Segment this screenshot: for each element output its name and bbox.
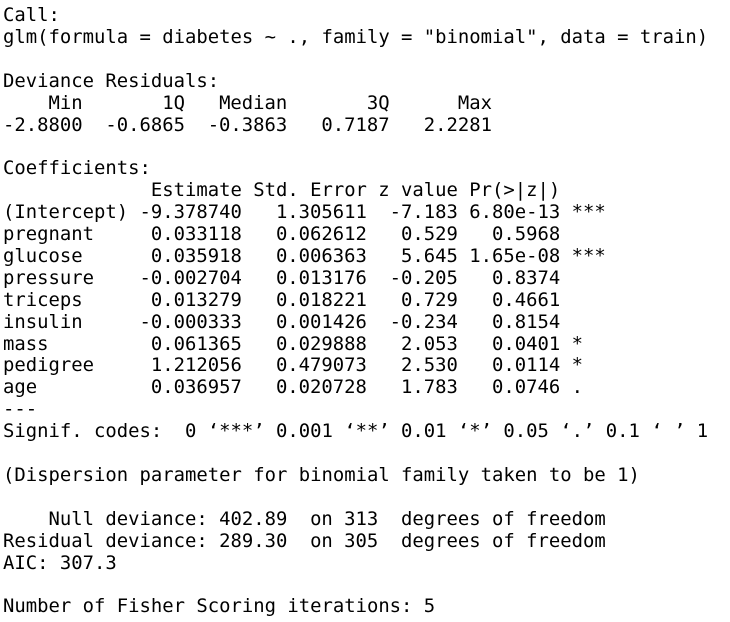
coefficient-cell: 2.530 [401, 354, 458, 377]
significance-stars: *** [571, 244, 606, 267]
coefficient-cell: -0.205 [389, 266, 458, 289]
residual-header: 3Q [366, 91, 390, 114]
iterations: Number of Fisher Scoring iterations: 5 [3, 595, 436, 618]
term-name: mass [3, 332, 49, 355]
residual-header: Max [457, 91, 493, 114]
coefficient-cell: 0.013279 [150, 288, 242, 311]
coefficient-cell: 6.80e-13 [469, 201, 561, 224]
coefficient-cell: 0.001426 [275, 310, 367, 333]
residual-value: 0.7187 [321, 113, 390, 136]
term-name: (Intercept) [3, 201, 129, 224]
coefficient-cell: 0.0114 [492, 354, 561, 377]
coefficient-cell: 1.212056 [150, 354, 242, 377]
term-name: pressure [3, 266, 94, 289]
coefficient-cell: 0.018221 [275, 288, 367, 311]
coefficient-cell: 5.645 [401, 244, 458, 267]
residual-header: Min [48, 91, 83, 114]
term-name: glucose [3, 244, 83, 267]
residual-header: Median [219, 91, 288, 114]
term-name: age [3, 376, 38, 399]
term-name: pregnant [3, 223, 94, 245]
column-header: Std. Error [253, 179, 367, 202]
dispersion: (Dispersion parameter for binomial famil… [3, 463, 640, 486]
coefficient-cell: 0.036957 [150, 376, 242, 399]
residual-header: 1Q [162, 91, 185, 114]
significance-stars: * [571, 354, 584, 377]
significance-stars: *** [571, 201, 606, 224]
deviance-label: Null deviance: [48, 507, 208, 530]
coefficient-cell: 0.5968 [492, 223, 561, 245]
deviance-label: Residual deviance: [2, 529, 208, 552]
column-header: Estimate [150, 179, 242, 202]
coefficient-cell: -0.002704 [139, 266, 242, 289]
coefficient-cell: 0.035918 [150, 244, 242, 267]
significance-stars: . [571, 376, 584, 399]
residual-value: 2.2281 [423, 113, 493, 136]
coefficients-title: Coefficients: [3, 157, 151, 180]
term-name: pedigree [3, 354, 94, 377]
coefficient-cell: 0.013176 [275, 266, 367, 289]
coefficient-cell: 0.029888 [275, 332, 367, 355]
signif-codes: Signif. codes: 0 ‘***’ 0.001 ‘**’ 0.01 ‘… [3, 420, 709, 443]
residual-value: -0.6865 [105, 113, 185, 136]
coefficient-cell: 2.053 [401, 332, 458, 355]
coefficient-cell: 0.0746 [492, 376, 561, 399]
residuals-title: Deviance Residuals: [3, 69, 220, 92]
significance-stars: * [571, 332, 584, 355]
coefficient-cell: 0.4661 [492, 288, 561, 311]
coefficient-cell: 0.729 [401, 288, 458, 311]
coefficient-cell: 0.062612 [275, 223, 367, 245]
coefficient-cell: -9.378740 [139, 201, 242, 224]
coefficient-cell: 0.006363 [275, 244, 367, 267]
coefficient-cell: 0.033118 [150, 223, 242, 245]
coefficient-cell: 0.0401 [492, 332, 561, 355]
coefficient-cell: 0.061365 [150, 332, 242, 355]
coefficient-cell: -0.000333 [139, 310, 242, 333]
residual-value: -2.8800 [2, 113, 83, 136]
coefficient-cell: 0.529 [401, 223, 458, 245]
coefficient-cell: 0.8374 [492, 266, 561, 289]
coefficient-cell: 1.305611 [275, 201, 367, 224]
aic: AIC: 307.3 [3, 551, 117, 574]
coefficient-cell: 1.783 [401, 376, 458, 399]
coefficient-cell: -7.183 [389, 201, 458, 224]
term-name: triceps [3, 288, 83, 311]
deviance-text: 402.89 on 313 degrees of freedom [219, 507, 606, 530]
coefficient-cell: -0.234 [389, 310, 458, 333]
residual-value: -0.3863 [207, 113, 288, 136]
coefficient-cell: 0.020728 [275, 376, 367, 399]
term-name: insulin [3, 310, 83, 333]
coefficient-cell: 0.479073 [275, 354, 367, 377]
deviance-text: 289.30 on 305 degrees of freedom [219, 529, 606, 552]
call-label: Call: [3, 4, 60, 26]
separator: --- [3, 398, 38, 421]
coefficient-cell: 1.65e-08 [469, 244, 561, 267]
coefficient-cell: 0.8154 [492, 310, 561, 333]
column-header: Pr(>|z|) [469, 179, 561, 202]
call-text: glm(formula = diabetes ~ ., family = "bi… [3, 25, 709, 48]
column-header: z value [378, 179, 458, 202]
